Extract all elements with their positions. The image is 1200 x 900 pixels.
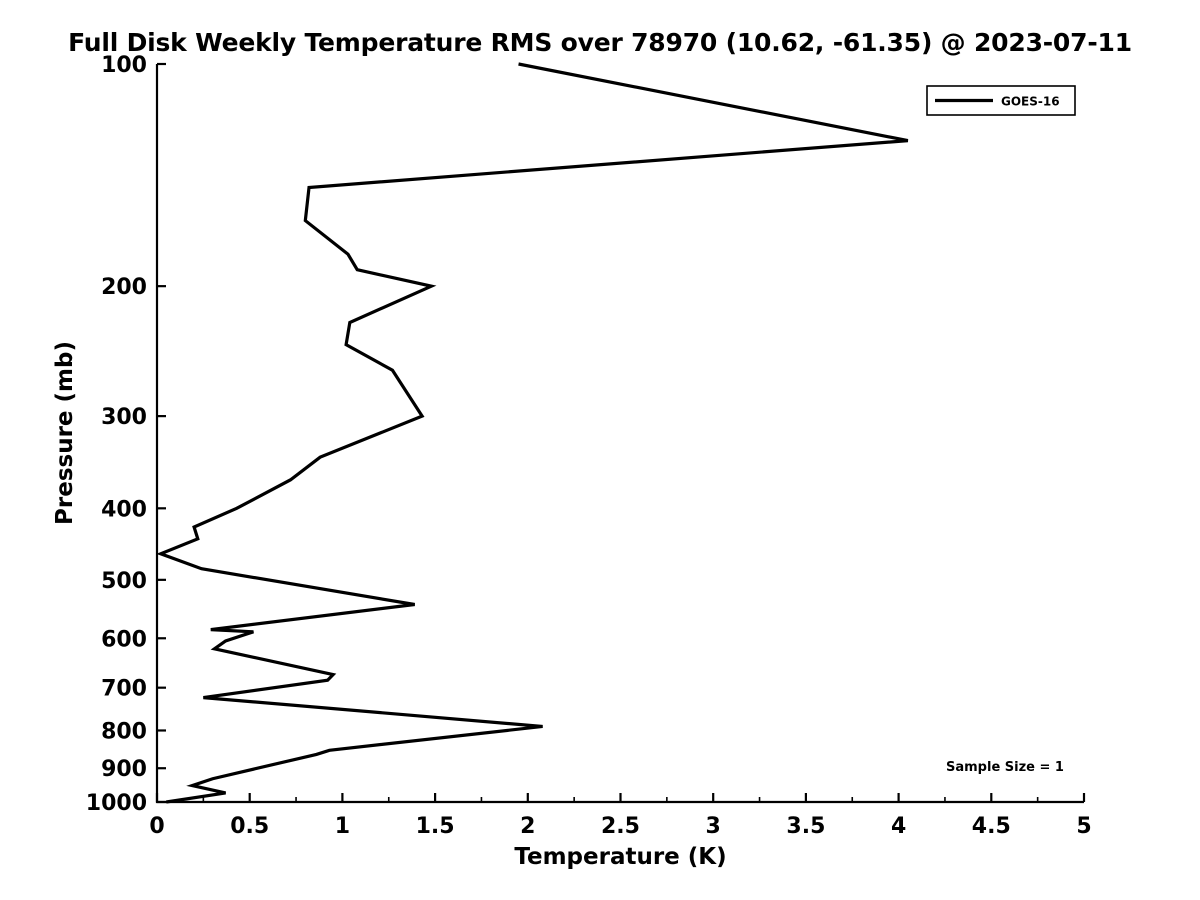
y-tick-label: 800 (101, 719, 147, 744)
x-tick-label: 5 (1076, 814, 1091, 839)
x-tick-label: 3.5 (786, 814, 825, 839)
x-axis-label: Temperature (K) (514, 844, 726, 870)
y-tick-label: 400 (101, 497, 147, 522)
x-tick-label: 2 (520, 814, 535, 839)
x-tick-label: 0 (149, 814, 164, 839)
legend-label: GOES-16 (1001, 95, 1060, 109)
y-tick-label: 100 (101, 53, 147, 78)
y-tick-label: 300 (101, 405, 147, 430)
y-tick-label: 600 (101, 627, 147, 652)
y-tick-label: 700 (101, 677, 147, 702)
y-tick-label: 900 (101, 757, 147, 782)
y-tick-label: 1000 (86, 791, 147, 816)
y-axis-label: Pressure (mb) (52, 341, 78, 525)
chart-title: Full Disk Weekly Temperature RMS over 78… (68, 28, 1132, 57)
x-tick-label: 3 (706, 814, 721, 839)
y-tick-label: 500 (101, 569, 147, 594)
x-tick-label: 1.5 (416, 814, 455, 839)
y-tick-label: 200 (101, 275, 147, 300)
x-tick-label: 4 (891, 814, 906, 839)
sample-size-annotation: Sample Size = 1 (946, 760, 1064, 775)
x-tick-label: 4.5 (972, 814, 1011, 839)
x-tick-label: 2.5 (601, 814, 640, 839)
x-tick-label: 1 (335, 814, 350, 839)
axis-spines (155, 64, 1084, 804)
data-series-line (156, 62, 909, 804)
x-tick-label: 0.5 (230, 814, 269, 839)
